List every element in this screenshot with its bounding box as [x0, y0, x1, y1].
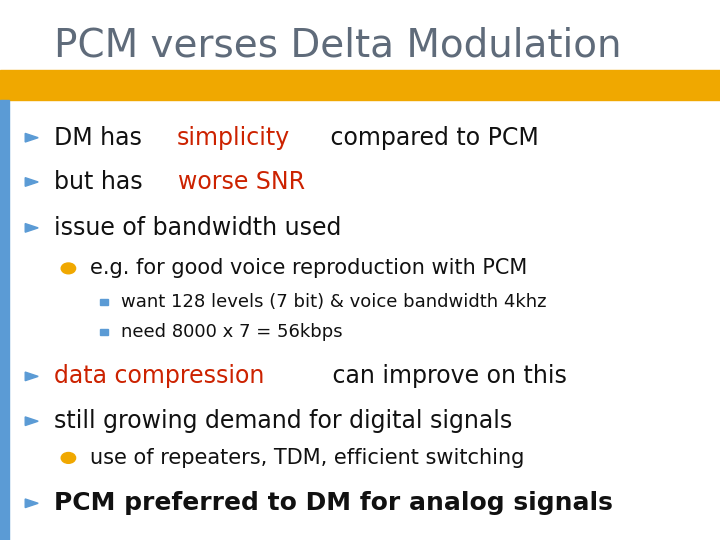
- Bar: [100, 329, 108, 335]
- Text: use of repeaters, TDM, efficient switching: use of repeaters, TDM, efficient switchi…: [90, 448, 524, 468]
- Text: simplicity: simplicity: [177, 126, 290, 150]
- Text: PCM verses Delta Modulation: PCM verses Delta Modulation: [54, 27, 621, 65]
- Bar: [100, 299, 108, 305]
- Text: need 8000 x 7 = 56kbps: need 8000 x 7 = 56kbps: [121, 323, 343, 341]
- Polygon shape: [25, 372, 38, 381]
- Text: DM has: DM has: [54, 126, 149, 150]
- Bar: [0, 100, 9, 540]
- Circle shape: [61, 453, 76, 463]
- Text: still growing demand for digital signals: still growing demand for digital signals: [54, 409, 512, 433]
- Circle shape: [61, 263, 76, 274]
- Polygon shape: [25, 417, 38, 426]
- Polygon shape: [25, 133, 38, 142]
- Text: data compression: data compression: [54, 364, 264, 388]
- Text: worse SNR: worse SNR: [178, 170, 305, 194]
- Text: compared to PCM: compared to PCM: [323, 126, 539, 150]
- Polygon shape: [25, 178, 38, 186]
- Polygon shape: [25, 224, 38, 232]
- Text: e.g. for good voice reproduction with PCM: e.g. for good voice reproduction with PC…: [90, 258, 527, 279]
- Text: issue of bandwidth used: issue of bandwidth used: [54, 216, 341, 240]
- Text: want 128 levels (7 bit) & voice bandwidth 4khz: want 128 levels (7 bit) & voice bandwidt…: [121, 293, 546, 311]
- Polygon shape: [25, 499, 38, 508]
- Text: PCM preferred to DM for analog signals: PCM preferred to DM for analog signals: [54, 491, 613, 515]
- Text: but has: but has: [54, 170, 150, 194]
- Text: can improve on this: can improve on this: [325, 364, 567, 388]
- Bar: [0, 70, 720, 100]
